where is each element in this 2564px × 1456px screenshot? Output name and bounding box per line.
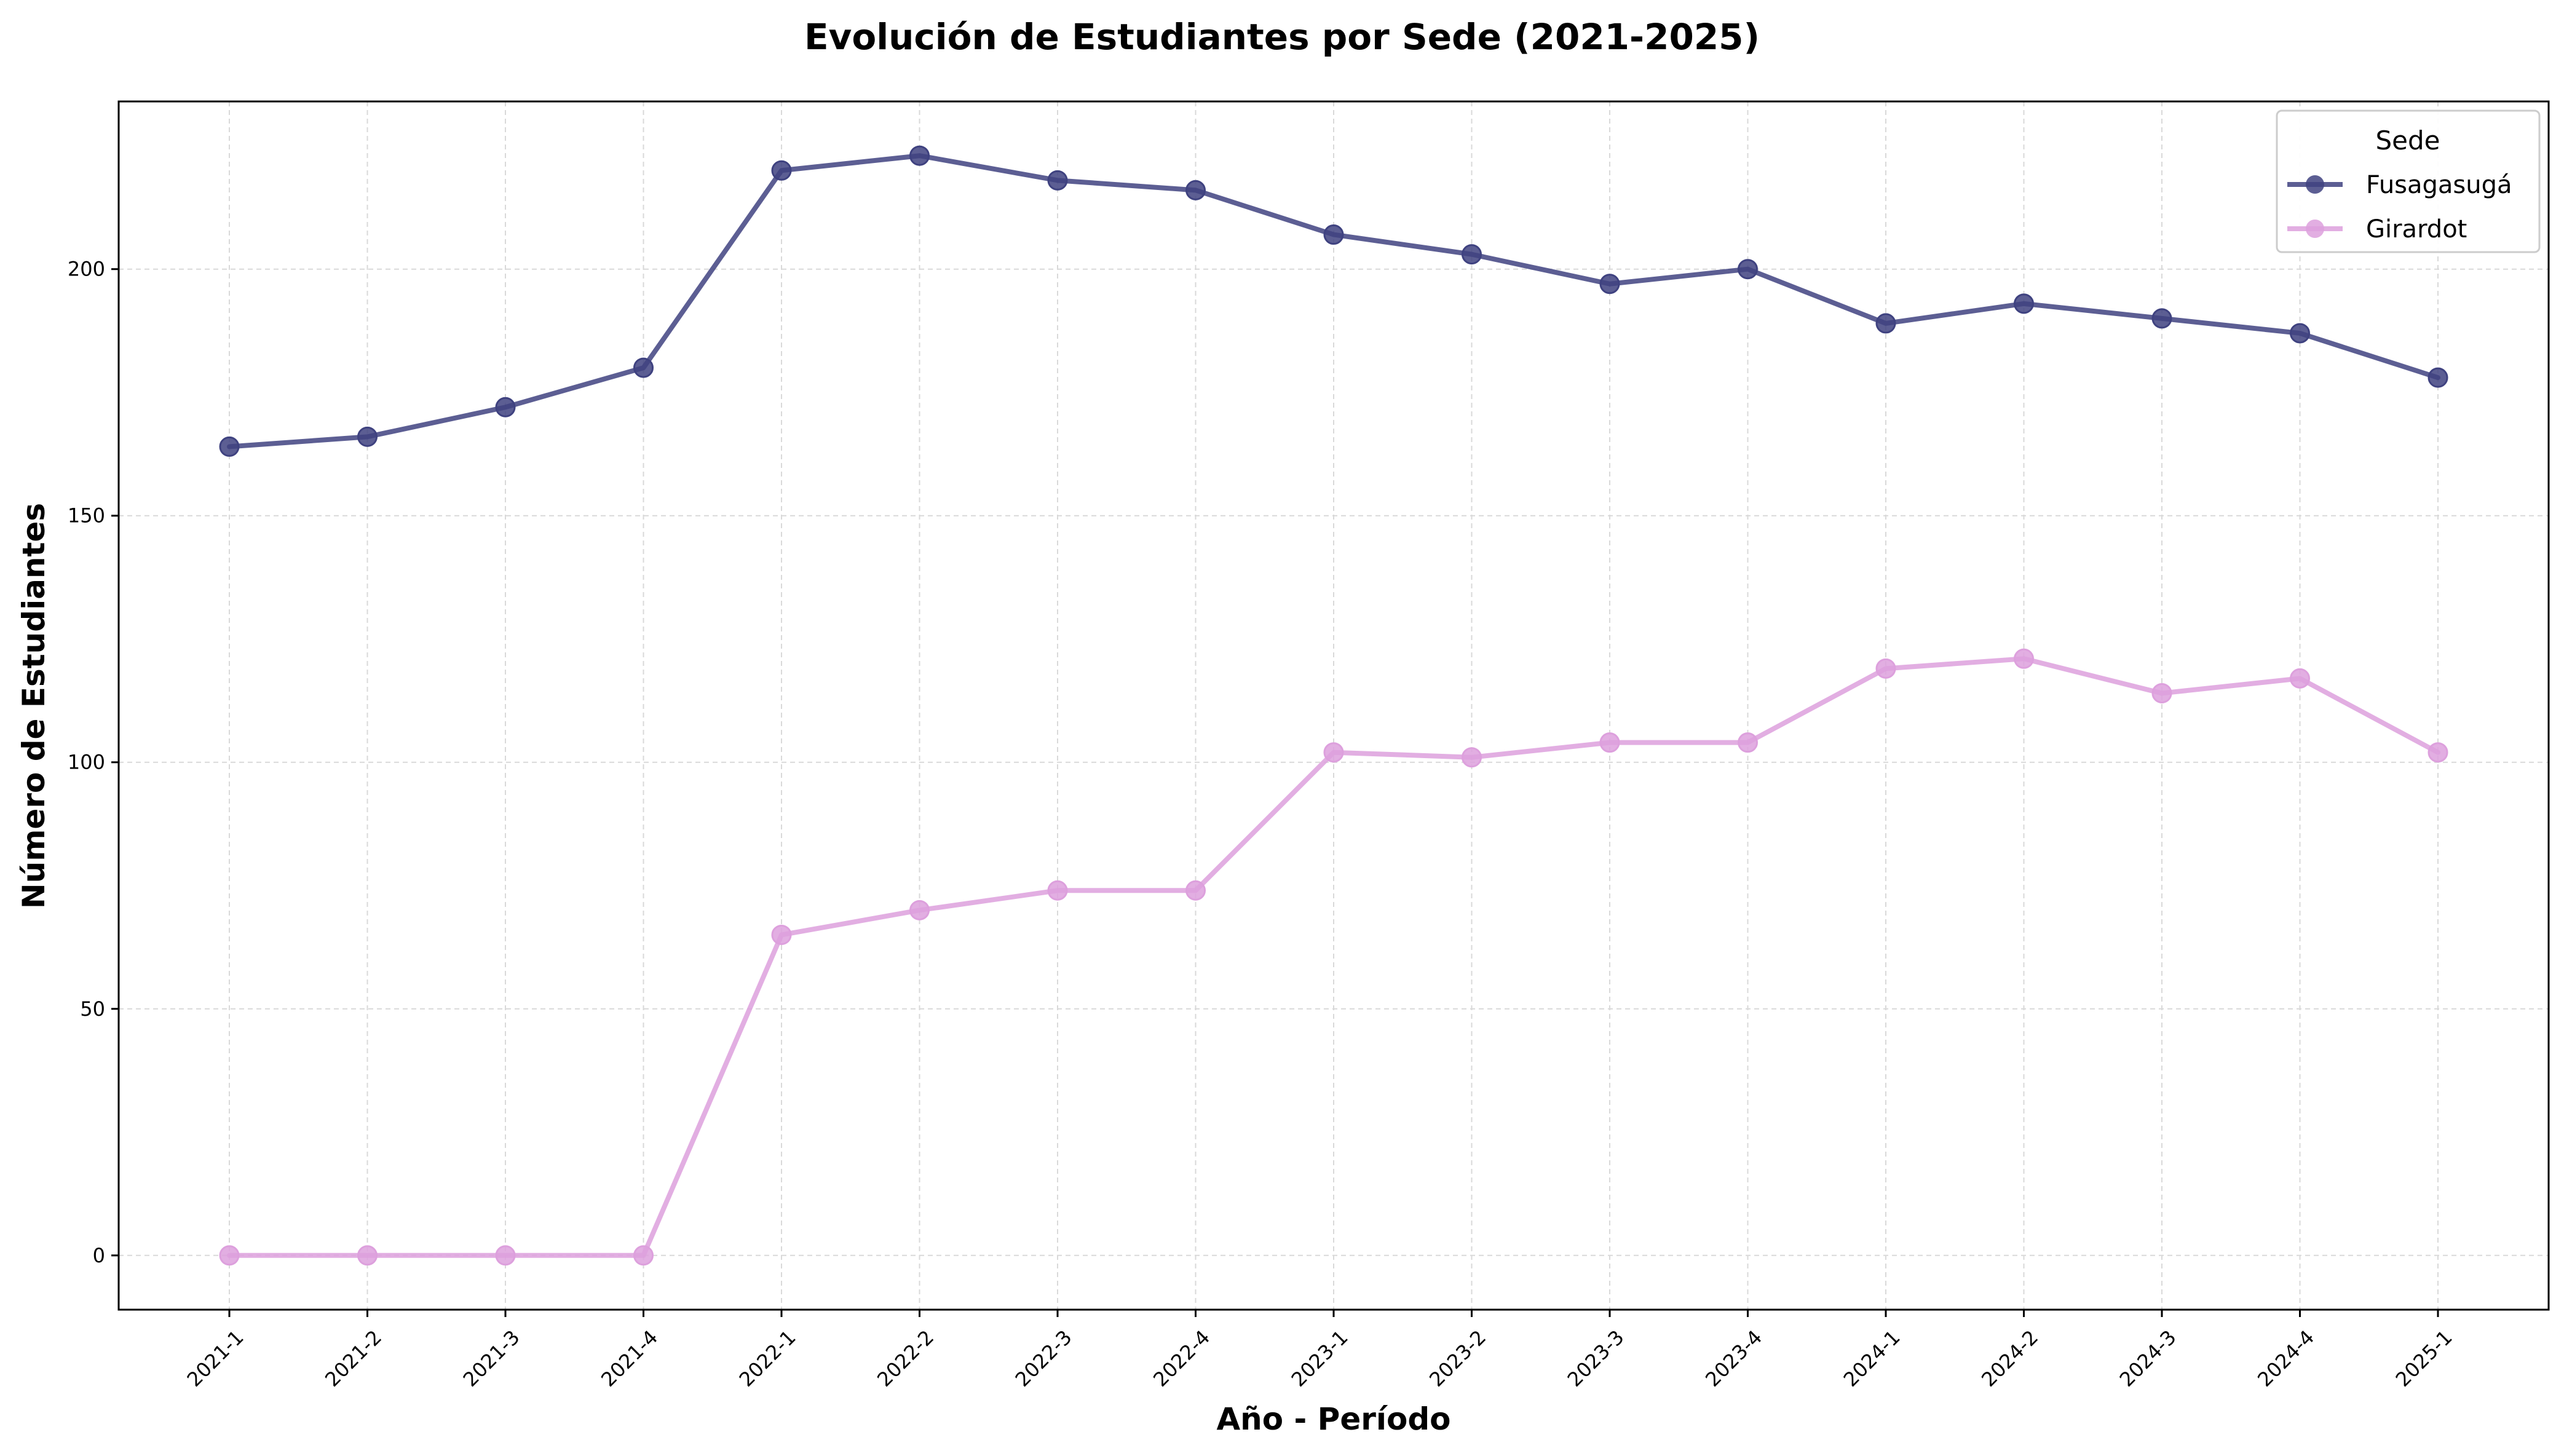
- data-point: [2151, 308, 2172, 329]
- grid: [119, 101, 2549, 1310]
- data-point: [771, 924, 792, 945]
- data-point: [2014, 648, 2034, 669]
- x-tick-label: 2023-3: [1563, 1326, 1629, 1391]
- x-axis-title: Año - Período: [1216, 1401, 1450, 1437]
- data-point: [633, 357, 654, 378]
- data-point: [1047, 170, 1068, 191]
- legend-title: Sede: [2376, 125, 2440, 156]
- x-tick-label: 2021-4: [596, 1326, 662, 1391]
- data-point: [2290, 668, 2310, 689]
- y-axis: 0 50 100 150 200: [68, 258, 119, 1267]
- legend: Sede Fusagasugá Girardot: [2276, 109, 2541, 253]
- legend-marker: [2306, 220, 2324, 238]
- x-tick-label: 2021-3: [459, 1326, 524, 1391]
- data-point: [633, 1245, 654, 1266]
- legend-label: Fusagasugá: [2366, 171, 2512, 199]
- y-tick-label: 100: [68, 751, 105, 774]
- data-point: [219, 436, 240, 457]
- data-point: [1047, 880, 1068, 901]
- x-tick-label: 2022-3: [1011, 1326, 1077, 1391]
- data-point: [2427, 367, 2448, 388]
- series-1: [219, 648, 2448, 1266]
- chart-title: Evolución de Estudiantes por Sede (2021-…: [804, 16, 1760, 58]
- data-point: [357, 1245, 378, 1266]
- y-tick-label: 200: [68, 258, 105, 281]
- legend-entry: Girardot: [2287, 215, 2467, 243]
- data-point: [909, 900, 930, 920]
- data-point: [1875, 313, 1896, 334]
- y-tick-label: 150: [68, 504, 105, 528]
- data-point: [1738, 259, 1758, 280]
- data-point: [1462, 747, 1482, 768]
- y-tick-label: 0: [93, 1244, 105, 1267]
- data-point: [1185, 880, 1206, 901]
- legend-label: Girardot: [2366, 215, 2467, 243]
- data-point: [2290, 323, 2310, 344]
- x-tick-label: 2023-4: [1701, 1326, 1767, 1391]
- x-tick-label: 2024-4: [2253, 1326, 2319, 1391]
- x-axis: 2021-1 2021-2 2021-3 2021-4 2022-1 2022-2 2022…: [183, 1310, 2457, 1391]
- data-point: [1185, 180, 1206, 200]
- data-point: [1323, 224, 1344, 245]
- data-point: [1875, 658, 1896, 679]
- data-point: [2014, 293, 2034, 314]
- legend-box: [2276, 109, 2541, 253]
- data-point: [495, 1245, 516, 1266]
- data-point: [219, 1245, 240, 1266]
- legend-entries: Fusagasugá Girardot: [2287, 171, 2512, 243]
- x-tick-label: 2022-2: [872, 1326, 938, 1391]
- x-tick-label: 2021-1: [183, 1326, 248, 1391]
- data-point: [1462, 244, 1482, 265]
- data-point: [909, 145, 930, 166]
- x-tick-label: 2024-2: [1977, 1326, 2043, 1391]
- legend-entry: Fusagasugá: [2287, 171, 2512, 199]
- data-point: [357, 426, 378, 447]
- y-tick-label: 50: [80, 997, 105, 1021]
- x-tick-label: 2024-1: [1839, 1326, 1905, 1391]
- data-point: [771, 160, 792, 181]
- x-tick-label: 2024-3: [2115, 1326, 2181, 1391]
- x-tick-label: 2023-2: [1425, 1326, 1490, 1391]
- x-tick-label: 2022-1: [735, 1326, 801, 1391]
- series-group: [219, 145, 2448, 1266]
- data-point: [2427, 742, 2448, 763]
- legend-marker: [2306, 175, 2324, 194]
- x-tick-label: 2022-4: [1149, 1326, 1214, 1391]
- data-point: [1738, 732, 1758, 753]
- y-axis-title: Número de Estudiantes: [16, 503, 52, 909]
- data-point: [2151, 682, 2172, 703]
- series-0: [219, 145, 2448, 457]
- data-point: [1323, 742, 1344, 763]
- data-point: [495, 397, 516, 417]
- x-tick-label: 2025-1: [2391, 1326, 2457, 1391]
- data-point: [1599, 274, 1620, 295]
- x-tick-label: 2021-2: [320, 1326, 386, 1391]
- data-point: [1599, 732, 1620, 753]
- x-tick-label: 2023-1: [1287, 1326, 1353, 1391]
